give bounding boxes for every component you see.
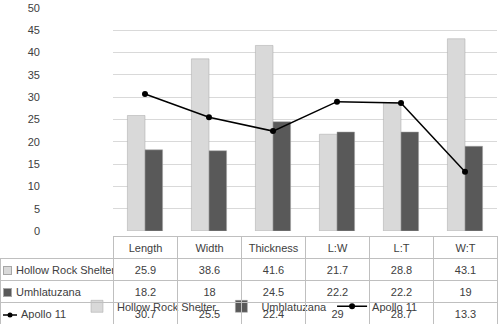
svg-text:20: 20 bbox=[28, 136, 40, 148]
html-text:Width: Width bbox=[195, 241, 224, 254]
html-text:28.7: 28.7 bbox=[390, 307, 413, 320]
svg-text:30: 30 bbox=[28, 91, 40, 103]
html-text:Umhlatuzana: Umhlatuzana bbox=[16, 285, 81, 298]
html-text:24.5: 24.5 bbox=[262, 285, 285, 298]
svg-text:40: 40 bbox=[28, 46, 40, 58]
html-text:29: 29 bbox=[331, 307, 344, 320]
html-text:22.2: 22.2 bbox=[326, 285, 349, 298]
html-text:18: 18 bbox=[203, 285, 216, 298]
html-text:22.2: 22.2 bbox=[390, 285, 413, 298]
html-text:13.3: 13.3 bbox=[454, 307, 477, 320]
html-text:18.2: 18.2 bbox=[134, 285, 157, 298]
svg-text:25: 25 bbox=[28, 113, 40, 125]
svg-text:10: 10 bbox=[28, 180, 40, 192]
svg-text:45: 45 bbox=[28, 24, 40, 36]
html-text:W:T: W:T bbox=[455, 241, 476, 254]
svg-text:35: 35 bbox=[28, 69, 40, 81]
svg-text:5: 5 bbox=[34, 203, 40, 215]
svg-text:50: 50 bbox=[28, 2, 40, 14]
html-text:22.4: 22.4 bbox=[262, 307, 285, 320]
html-text:Apollo 11: Apollo 11 bbox=[21, 307, 67, 320]
html-text:25.5: 25.5 bbox=[198, 307, 221, 320]
html-text:25.9: 25.9 bbox=[134, 263, 157, 276]
html-text:Length: Length bbox=[128, 241, 163, 254]
svg-text:0: 0 bbox=[34, 225, 40, 237]
html-text:19: 19 bbox=[459, 285, 472, 298]
html-text:30.7: 30.7 bbox=[134, 307, 157, 320]
html-text:38.6: 38.6 bbox=[198, 263, 221, 276]
html-text:21.7: 21.7 bbox=[326, 263, 349, 276]
html-text:L:T: L:T bbox=[393, 241, 410, 254]
svg-text:15: 15 bbox=[28, 158, 40, 170]
html-text:28.8: 28.8 bbox=[390, 263, 413, 276]
html-text:L:W: L:W bbox=[327, 241, 348, 254]
html-text:Thickness: Thickness bbox=[248, 241, 299, 254]
html-text:41.6: 41.6 bbox=[262, 263, 285, 276]
html-text:43.1: 43.1 bbox=[454, 263, 477, 276]
